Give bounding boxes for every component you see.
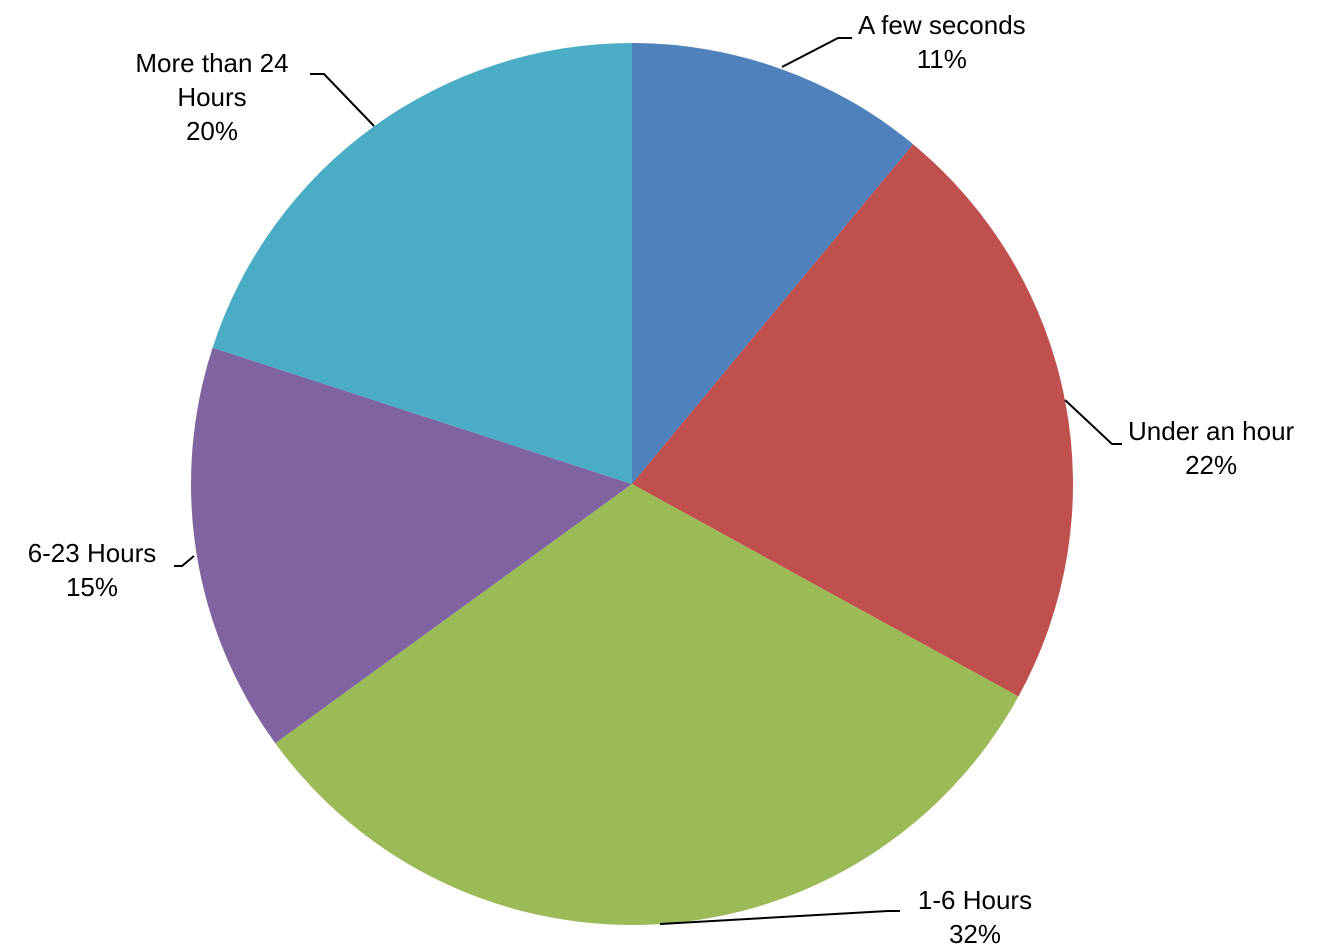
data-label-more-than-24-hours: More than 24 Hours 20% (135, 48, 288, 146)
data-label-6-23-hours: 6-23 Hours 15% (28, 538, 157, 602)
data-label-a-few-seconds: A few seconds 11% (858, 10, 1026, 74)
slice-labels: A few seconds 11% Under an hour 22% 1-6 Hour… (28, 10, 1295, 949)
leader-line-more-than-24-hours (310, 73, 375, 127)
data-label-1-6-hours: 1-6 Hours 32% (918, 885, 1032, 949)
pie-slice-more-than-24-hours (212, 43, 632, 484)
pie-slices (190, 43, 1073, 925)
pie-slice-6-23-hours (190, 347, 632, 744)
leader-line-6-23-hours (174, 555, 195, 567)
pie-slice-under-an-hour (632, 144, 1073, 697)
pie-slice-1-6-hours (275, 484, 1019, 925)
leader-line-a-few-seconds (781, 37, 852, 68)
leader-lines (174, 37, 1122, 925)
leader-line-1-6-hours (659, 910, 900, 925)
pie-slice-a-few-seconds (632, 43, 914, 484)
data-label-under-an-hour: Under an hour 22% (1128, 416, 1295, 480)
leader-line-under-an-hour (1064, 399, 1122, 445)
